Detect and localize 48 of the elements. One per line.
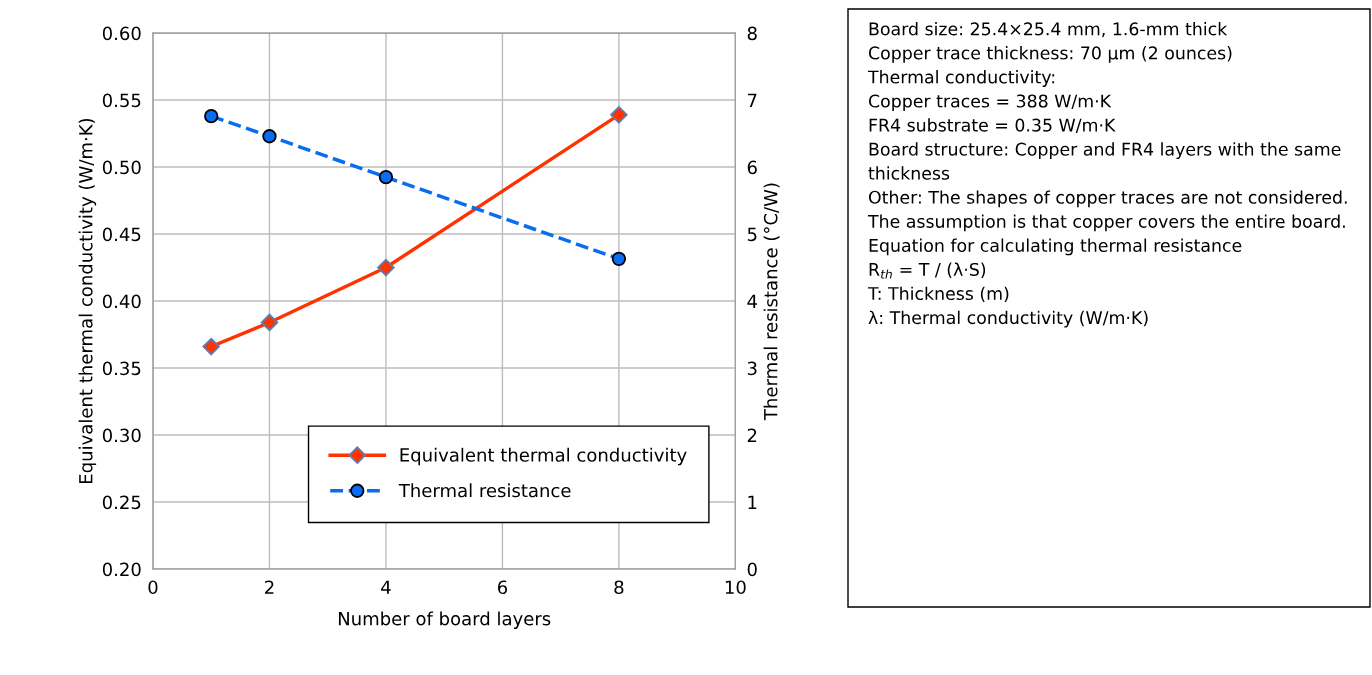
y2-axis-title: Thermal resistance (°C/W) xyxy=(763,183,780,421)
x-tick-label: 4 xyxy=(381,580,391,594)
y2-tick-label: 4 xyxy=(747,294,757,308)
text: Equation for calculating thermal resistance xyxy=(869,238,1242,256)
text: λ: Thermal conductivity (W/m·K) xyxy=(868,310,1148,328)
y-tick-label: 0.45 xyxy=(102,227,141,242)
text: Other: The shapes of copper traces are not considered. The assumption is that copper covers the entire board. xyxy=(867,190,1347,232)
text: Board structure: Copper and FR4 layers with the same thickness xyxy=(868,142,1341,180)
legend-label: Equivalent thermal conductivity xyxy=(400,447,687,466)
point xyxy=(260,313,279,332)
point xyxy=(202,337,220,356)
y2-tick-label: 7 xyxy=(747,93,757,107)
x-tick-label: 0 xyxy=(148,580,158,595)
y-tick-label: 0.25 xyxy=(102,495,141,510)
legend-label: Thermal resistance xyxy=(398,483,571,498)
y-tick-label: 0.50 xyxy=(102,160,141,175)
y2-tick-label: 1 xyxy=(748,495,757,509)
y-tick-label: 0.20 xyxy=(102,562,141,577)
y2-tick-label: 8 xyxy=(747,26,757,41)
y2-tick-label: 5 xyxy=(747,227,757,242)
y-tick-label: 0.30 xyxy=(102,428,141,443)
x-tick-label: 2 xyxy=(265,580,274,594)
x-tick-label: 6 xyxy=(497,580,508,595)
y2-tick-label: 0 xyxy=(747,562,757,577)
y2-tick-label: 6 xyxy=(747,160,757,175)
y-tick-label: 0.60 xyxy=(102,26,141,41)
point xyxy=(378,169,394,185)
text: R$_{th}$ = T / (λ·S) xyxy=(869,262,986,279)
x-tick-label: 8 xyxy=(614,580,624,595)
y-tick-label: 0.35 xyxy=(102,361,141,376)
point xyxy=(262,129,277,144)
point xyxy=(204,108,219,124)
text: Thermal conductivity: xyxy=(867,70,1055,87)
x-axis-title: Number of board layers xyxy=(338,611,551,629)
y2-tick-label: 3 xyxy=(747,361,757,376)
point xyxy=(377,258,395,277)
y-tick-label: 0.55 xyxy=(102,93,141,108)
point xyxy=(610,106,628,124)
text: FR4 substrate = 0.35 W/m·K xyxy=(869,118,1116,134)
y-tick-label: 0.40 xyxy=(102,294,141,309)
y-axis-title: Equivalent thermal conductivity (W/m·K) xyxy=(78,118,97,483)
text: Copper traces = 388 W/m·K xyxy=(868,94,1112,111)
y2-tick-label: 2 xyxy=(747,428,757,442)
x-tick-label: 10 xyxy=(725,580,746,595)
text: Copper trace thickness: 70 µm (2 ounces) xyxy=(868,46,1232,63)
text: T: Thickness (m) xyxy=(867,286,1009,303)
text: Board size: 25.4×25.4 mm, 1.6-mm thick xyxy=(869,22,1228,38)
point xyxy=(611,251,627,266)
